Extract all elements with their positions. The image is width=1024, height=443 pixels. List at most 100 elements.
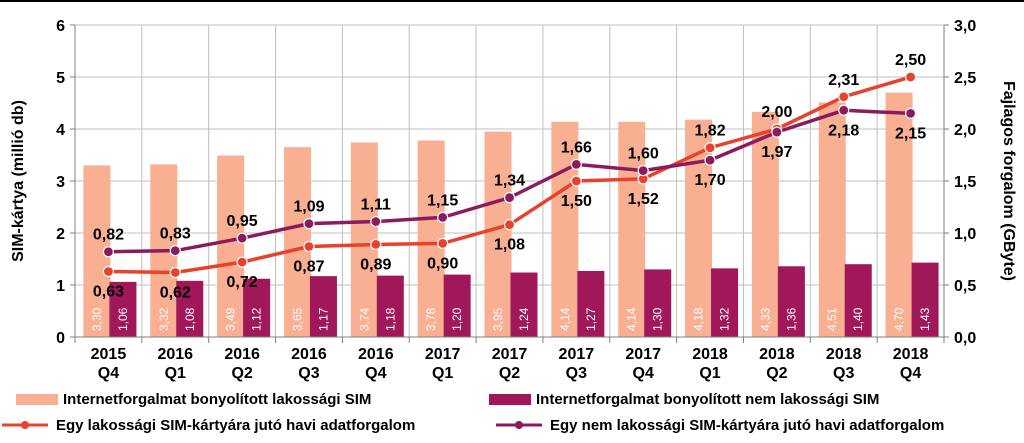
bar-label: 1,06 <box>116 307 130 331</box>
x-tick-label: Q3 <box>833 365 854 382</box>
line-point <box>838 104 850 116</box>
line-point <box>303 218 315 230</box>
y2-tick-label: 3,0 <box>954 18 976 35</box>
data-label: 1,70 <box>694 172 725 189</box>
bar <box>711 268 739 337</box>
line-point <box>169 266 181 279</box>
data-label: 1,11 <box>361 197 391 214</box>
line-point <box>503 192 516 204</box>
x-tick-label: Q3 <box>566 365 587 382</box>
bar <box>551 121 579 337</box>
bar-label: 1,30 <box>651 307 665 331</box>
data-label: 1,52 <box>628 191 659 208</box>
y2-axis-title: Fajlagos forgalom (GByte) <box>1000 81 1017 281</box>
bar <box>176 280 204 337</box>
line-point <box>637 165 649 177</box>
data-label: 1,34 <box>494 173 525 190</box>
data-label: 0,90 <box>427 255 458 272</box>
line-point <box>169 245 181 257</box>
bar-label: 4,33 <box>758 307 772 331</box>
data-label: 0,72 <box>227 274 258 291</box>
bar <box>618 121 646 337</box>
line-point <box>102 246 115 258</box>
bar-labels: 3,30 3,32 3,49 3,65 3,74 3,78 3,95 4,14 4,14 4,18… <box>90 307 932 331</box>
bar <box>777 266 805 337</box>
x-tick-label: 2018 <box>826 346 862 363</box>
line-point <box>370 238 382 251</box>
bar <box>376 275 404 337</box>
line-point <box>370 215 382 228</box>
x-tick-label: 2016 <box>291 346 327 363</box>
data-label: 1,97 <box>761 144 792 161</box>
x-tick-label: Q2 <box>231 365 252 382</box>
bar-label: 1,12 <box>250 307 264 331</box>
x-tick-label: Q4 <box>365 365 386 382</box>
line-point <box>904 107 917 120</box>
line-labels: 0,63 0,62 0,72 0,87 0,89 0,90 1,08 1,50 1,52 1,82… <box>93 52 926 302</box>
bar-label: 1,20 <box>450 307 464 331</box>
x-tick-label: 2016 <box>224 346 260 363</box>
bar <box>484 131 512 337</box>
data-label: 1,60 <box>628 146 659 163</box>
bar-label: 3,30 <box>90 307 104 331</box>
bar-label: 4,14 <box>625 307 639 331</box>
axes: 0 1 2 3 4 5 6 0,0 0,5 1,0 1,5 2,0 2,5 3,0 2015 Q4 2016 Q1… <box>56 18 976 382</box>
y-tick-label: 5 <box>56 70 65 87</box>
bar-label: 1,08 <box>183 307 197 331</box>
line-point <box>771 126 783 138</box>
bar <box>510 272 538 337</box>
bar-label: 1,24 <box>517 307 531 331</box>
x-tick-label: Q1 <box>699 365 720 382</box>
y-tick-label: 0 <box>56 330 65 347</box>
bar <box>844 264 872 337</box>
line-point <box>303 240 315 253</box>
bar-label: 1,32 <box>718 307 732 331</box>
bars <box>83 92 939 337</box>
data-label: 0,95 <box>227 213 258 230</box>
line-point <box>570 175 582 187</box>
bar <box>243 278 271 337</box>
bar <box>885 92 913 337</box>
x-tick-label: 2018 <box>893 346 929 363</box>
bar-label: 3,65 <box>290 307 304 331</box>
y-tick-label: 3 <box>56 174 65 191</box>
y2-tick-label: 1,0 <box>954 226 976 243</box>
bar-label: 3,74 <box>357 307 371 331</box>
x-tick-label: Q4 <box>900 365 921 382</box>
bar-label: 3,32 <box>157 307 171 331</box>
bar-label: 3,49 <box>224 307 238 331</box>
x-tick-label: 2017 <box>625 346 661 363</box>
data-label: 0,83 <box>160 226 191 243</box>
line-point <box>704 142 716 154</box>
legend-swatch <box>16 394 58 405</box>
bar <box>818 102 846 337</box>
data-label: 2,00 <box>761 104 792 121</box>
x-tick-label: 2016 <box>157 346 193 363</box>
bar <box>443 274 471 337</box>
data-label: 0,63 <box>93 283 124 300</box>
x-tick-label: Q2 <box>499 365 520 382</box>
data-label: 1,09 <box>293 199 324 216</box>
legend-marker <box>515 421 523 429</box>
data-label: 1,50 <box>561 193 592 210</box>
data-label: 0,89 <box>360 256 391 273</box>
line-point <box>437 237 449 249</box>
legend-label: Internetforgalmat bonyolított lakossági … <box>63 391 371 408</box>
line-point <box>904 71 917 83</box>
y-tick-label: 1 <box>56 278 65 295</box>
bar-label: 1,36 <box>784 307 798 331</box>
legend-marker <box>21 421 29 429</box>
line-point <box>704 154 716 166</box>
bar-label: 4,14 <box>558 307 572 331</box>
line-point <box>838 91 850 103</box>
line-point <box>437 211 449 223</box>
bar <box>911 262 939 337</box>
bar-label: 4,51 <box>825 307 839 331</box>
x-tick-label: 2015 <box>91 346 127 363</box>
bar <box>751 111 779 337</box>
data-label: 0,82 <box>93 227 124 244</box>
line-point <box>236 256 248 268</box>
x-tick-label: 2018 <box>759 346 795 363</box>
y-tick-label: 2 <box>56 226 65 243</box>
